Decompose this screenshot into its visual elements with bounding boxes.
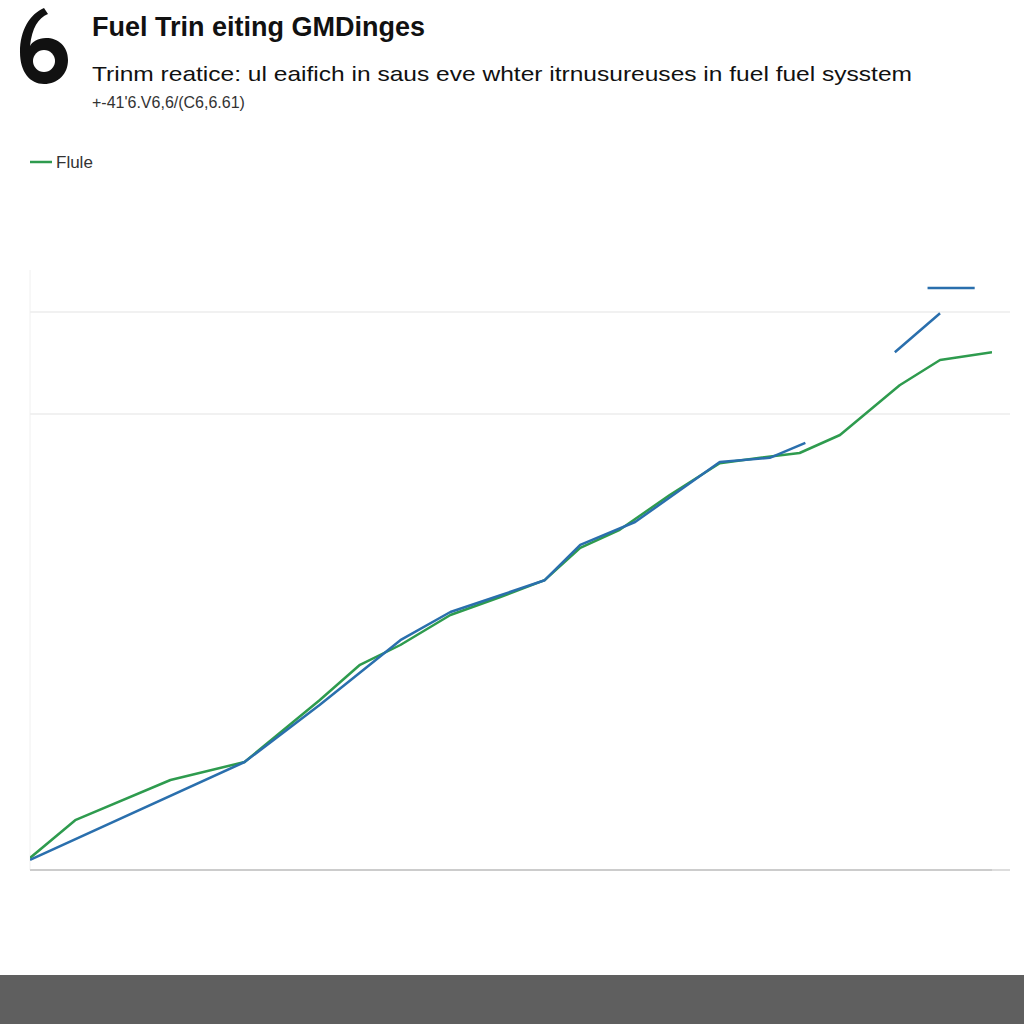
plot-area: [30, 288, 992, 860]
legend-swatch: [30, 161, 52, 164]
annotation: +-41'6.V6,6/(C6,6.61): [92, 94, 245, 111]
logo-icon: [20, 8, 68, 84]
title: Fuel Trin eiting GMDinges: [92, 12, 425, 42]
logo-hole: [33, 50, 55, 72]
legend-label: Flule: [56, 153, 93, 172]
series-line: [30, 288, 975, 860]
logo-shape: [20, 8, 68, 84]
grid-line: [30, 312, 1010, 313]
footer-bar: [0, 975, 1024, 1024]
grid-line: [30, 870, 1010, 871]
page: Fuel Trin eiting GMDinges Trinm reatice: …: [0, 0, 1024, 1024]
subtitle: Trinm reatice: ul eaifich in saus eve wh…: [92, 62, 912, 85]
y-axis-line: [30, 270, 31, 870]
x-axis-line: [30, 870, 992, 871]
series-line: [30, 352, 992, 858]
chart: Fuel Trin eiting GMDinges Trinm reatice: …: [0, 0, 1024, 1024]
